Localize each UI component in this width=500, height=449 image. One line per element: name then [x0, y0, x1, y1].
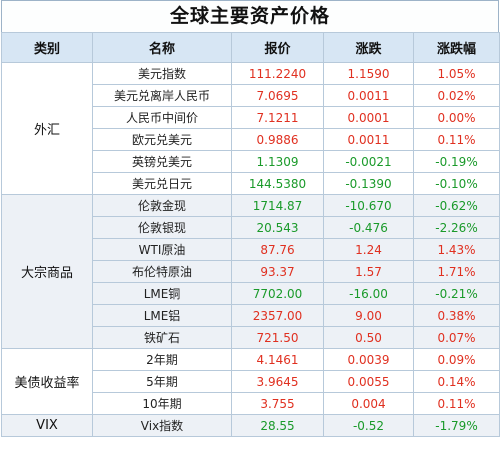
- change-cell: 0.0001: [323, 106, 414, 129]
- price-cell: 20.543: [231, 216, 324, 239]
- table-row: 大宗商品 伦敦金现 1714.87 -10.670 -0.62%: [1, 194, 500, 349]
- asset-price-table-container: 全球主要资产价格 类别 名称 报价 涨跌 涨跌幅 外汇 美元指数 111.2240 1…: [1, 0, 500, 437]
- table-row: 5年期 3.9645 0.0055 0.14%: [1, 370, 500, 393]
- change-cell: 9.00: [323, 304, 414, 327]
- asset-price-table: 类别 名称 报价 涨跌 涨跌幅 外汇 美元指数 111.2240 1.1590 1.05…: [1, 32, 500, 437]
- price-cell: 87.76: [231, 238, 324, 261]
- price-cell: 7.1211: [231, 106, 324, 129]
- name-cell: 美元兑日元: [92, 172, 232, 195]
- table-row: 美元兑离岸人民币 7.0695 0.0011 0.02%: [1, 84, 500, 107]
- change-cell: 0.0011: [323, 128, 414, 151]
- name-cell: 伦敦银现: [92, 216, 232, 239]
- change-cell: -10.670: [323, 194, 414, 217]
- change-cell: 0.0039: [323, 348, 414, 371]
- name-cell: 美元指数: [92, 62, 232, 85]
- name-cell: 欧元兑美元: [92, 128, 232, 151]
- name-cell: LME铝: [92, 304, 232, 327]
- table-row: LME铜 7702.00 -16.00 -0.21%: [1, 282, 500, 305]
- category-cell: 大宗商品: [1, 194, 93, 349]
- name-cell: 伦敦金现: [92, 194, 232, 217]
- change-cell: -0.1390: [323, 172, 414, 195]
- change-cell: 0.0055: [323, 370, 414, 393]
- price-cell: 0.9886: [231, 128, 324, 151]
- name-cell: 美元兑离岸人民币: [92, 84, 232, 107]
- table-row: 布伦特原油 93.37 1.57 1.71%: [1, 260, 500, 283]
- table-row: 铁矿石 721.50 0.50 0.07%: [1, 326, 500, 349]
- table-row: 欧元兑美元 0.9886 0.0011 0.11%: [1, 128, 500, 151]
- table-row: 伦敦银现 20.543 -0.476 -2.26%: [1, 216, 500, 239]
- price-cell: 28.55: [231, 414, 324, 437]
- name-cell: 人民币中间价: [92, 106, 232, 129]
- header-pct: 涨跌幅: [413, 32, 500, 63]
- pct-cell: 0.11%: [413, 128, 500, 151]
- price-cell: 3.9645: [231, 370, 324, 393]
- category-cell: 外汇: [1, 62, 93, 195]
- change-cell: -0.52: [323, 414, 414, 437]
- name-cell: 英镑兑美元: [92, 150, 232, 173]
- price-cell: 93.37: [231, 260, 324, 283]
- price-cell: 7.0695: [231, 84, 324, 107]
- table-row: 美债收益率 2年期 4.1461 0.0039 0.09%: [1, 348, 500, 415]
- pct-cell: 0.00%: [413, 106, 500, 129]
- name-cell: LME铜: [92, 282, 232, 305]
- price-cell: 3.755: [231, 392, 324, 415]
- table-body: 外汇 美元指数 111.2240 1.1590 1.05% 美元兑离岸人民币 7.0695 0…: [1, 62, 500, 437]
- pct-cell: 0.02%: [413, 84, 500, 107]
- header-row: 类别 名称 报价 涨跌 涨跌幅: [1, 32, 500, 63]
- category-cell: 美债收益率: [1, 348, 93, 415]
- header-price: 报价: [231, 32, 324, 63]
- pct-cell: 0.38%: [413, 304, 500, 327]
- price-cell: 2357.00: [231, 304, 324, 327]
- price-cell: 111.2240: [231, 62, 324, 85]
- header-category: 类别: [1, 32, 93, 63]
- change-cell: 1.1590: [323, 62, 414, 85]
- price-cell: 1.1309: [231, 150, 324, 173]
- price-cell: 721.50: [231, 326, 324, 349]
- table-row: LME铝 2357.00 9.00 0.38%: [1, 304, 500, 327]
- name-cell: 5年期: [92, 370, 232, 393]
- header-name: 名称: [92, 32, 232, 63]
- change-cell: 0.0011: [323, 84, 414, 107]
- name-cell: 布伦特原油: [92, 260, 232, 283]
- pct-cell: -0.21%: [413, 282, 500, 305]
- table-row: 外汇 美元指数 111.2240 1.1590 1.05%: [1, 62, 500, 195]
- pct-cell: 0.09%: [413, 348, 500, 371]
- change-cell: -0.476: [323, 216, 414, 239]
- table-title: 全球主要资产价格: [1, 0, 499, 32]
- pct-cell: -1.79%: [413, 414, 500, 437]
- price-cell: 144.5380: [231, 172, 324, 195]
- table-row: 英镑兑美元 1.1309 -0.0021 -0.19%: [1, 150, 500, 173]
- name-cell: 10年期: [92, 392, 232, 415]
- change-cell: 0.004: [323, 392, 414, 415]
- pct-cell: 0.11%: [413, 392, 500, 415]
- pct-cell: -2.26%: [413, 216, 500, 239]
- pct-cell: -0.19%: [413, 150, 500, 173]
- pct-cell: 1.71%: [413, 260, 500, 283]
- change-cell: -16.00: [323, 282, 414, 305]
- name-cell: 2年期: [92, 348, 232, 371]
- name-cell: WTI原油: [92, 238, 232, 261]
- table-row: VIX Vix指数 28.55 -0.52 -1.79%: [1, 414, 500, 437]
- pct-cell: 0.07%: [413, 326, 500, 349]
- header-change: 涨跌: [323, 32, 414, 63]
- table-row: 美元兑日元 144.5380 -0.1390 -0.10%: [1, 172, 500, 195]
- change-cell: 1.24: [323, 238, 414, 261]
- price-cell: 1714.87: [231, 194, 324, 217]
- category-cell: VIX: [1, 414, 93, 437]
- name-cell: Vix指数: [92, 414, 232, 437]
- pct-cell: -0.62%: [413, 194, 500, 217]
- pct-cell: 1.05%: [413, 62, 500, 85]
- price-cell: 4.1461: [231, 348, 324, 371]
- price-cell: 7702.00: [231, 282, 324, 305]
- name-cell: 铁矿石: [92, 326, 232, 349]
- change-cell: 0.50: [323, 326, 414, 349]
- pct-cell: 0.14%: [413, 370, 500, 393]
- change-cell: -0.0021: [323, 150, 414, 173]
- pct-cell: 1.43%: [413, 238, 500, 261]
- pct-cell: -0.10%: [413, 172, 500, 195]
- change-cell: 1.57: [323, 260, 414, 283]
